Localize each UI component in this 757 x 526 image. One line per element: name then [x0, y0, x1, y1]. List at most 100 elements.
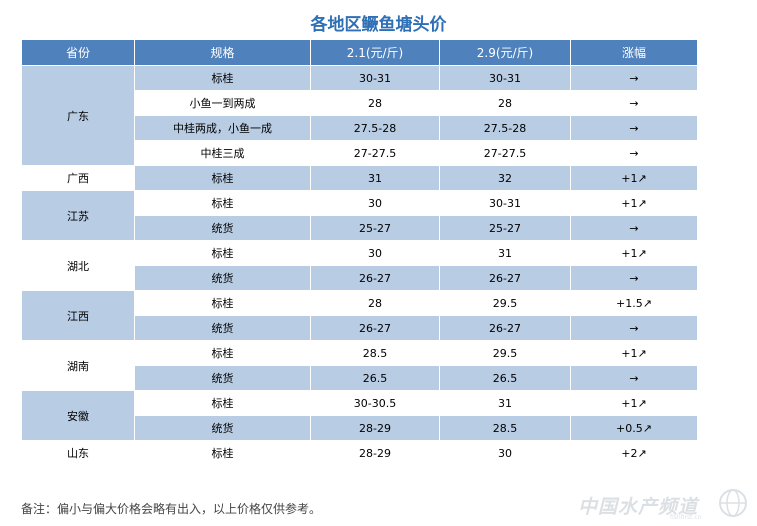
footnote: 备注：偏小与偏大价格会略有出入，以上价格仅供参考。	[21, 502, 322, 516]
price-feb9-cell: 32	[439, 165, 571, 191]
header-province: 省份	[21, 39, 135, 66]
spec-cell: 统货	[134, 215, 311, 241]
price-feb9-cell: 30-31	[439, 190, 571, 216]
price-feb9-cell: 29.5	[439, 340, 571, 366]
price-feb1-cell: 27.5-28	[310, 115, 440, 141]
watermark-logo: 中国水产频道 fishfirst.cn	[578, 488, 750, 522]
change-cell: +1↗	[570, 165, 698, 191]
spec-cell: 小鱼一到两成	[134, 90, 311, 116]
table-header-row: 省份 规格 2.1(元/斤) 2.9(元/斤) 涨幅	[21, 39, 698, 66]
header-spec: 规格	[134, 39, 311, 66]
change-cell: +2↗	[570, 440, 698, 466]
price-feb1-cell: 28	[310, 290, 440, 316]
price-feb9-cell: 30	[439, 440, 571, 466]
change-cell: →	[570, 65, 698, 91]
spec-cell: 统货	[134, 415, 311, 441]
table-row: 统货 26-27 26-27 →	[22, 265, 698, 291]
table-body: 广东 标桂 30-31 30-31 → 小鱼一到两成 28 28 → 中桂两成，小鱼一成 27.5-…	[21, 65, 698, 466]
spec-cell: 标桂	[134, 240, 311, 266]
spec-cell: 中桂三成	[134, 140, 311, 166]
spec-cell: 统货	[134, 265, 311, 291]
table-row: 统货 26.5 26.5 →	[22, 365, 698, 391]
header-change: 涨幅	[570, 39, 698, 66]
price-feb9-cell: 26.5	[439, 365, 571, 391]
table-row: 中桂两成，小鱼一成 27.5-28 27.5-28 →	[22, 115, 698, 141]
spec-cell: 统货	[134, 315, 311, 341]
change-cell: →	[570, 90, 698, 116]
price-feb9-cell: 31	[439, 390, 571, 416]
globe-icon	[719, 489, 747, 517]
table-row: 江苏 标桂 30 30-31 +1↗	[21, 190, 698, 241]
spec-cell: 标桂	[134, 440, 311, 466]
table-row: 统货 28-29 28.5 +0.5↗	[22, 415, 698, 441]
watermark-text: 中国水产频道	[578, 496, 699, 518]
change-cell: +1.5↗	[570, 290, 698, 316]
price-feb1-cell: 26.5	[310, 365, 440, 391]
province-cell: 湖南	[21, 340, 135, 391]
province-cell: 湖北	[21, 240, 135, 291]
change-cell: +1↗	[570, 240, 698, 266]
header-price-feb9: 2.9(元/斤)	[439, 39, 571, 66]
price-feb9-cell: 28.5	[439, 415, 571, 441]
spec-cell: 中桂两成，小鱼一成	[134, 115, 311, 141]
price-feb1-cell: 27-27.5	[310, 140, 440, 166]
change-cell: +0.5↗	[570, 415, 698, 441]
change-cell: →	[570, 365, 698, 391]
price-feb9-cell: 27-27.5	[439, 140, 571, 166]
price-feb9-cell: 27.5-28	[439, 115, 571, 141]
table-row: 山东 标桂 28-29 30 +2↗	[21, 440, 698, 466]
spec-cell: 标桂	[134, 340, 311, 366]
change-cell: →	[570, 265, 698, 291]
change-cell: +1↗	[570, 340, 698, 366]
price-feb9-cell: 29.5	[439, 290, 571, 316]
change-cell: →	[570, 315, 698, 341]
spec-cell: 统货	[134, 365, 311, 391]
change-cell: →	[570, 215, 698, 241]
price-feb1-cell: 28-29	[310, 440, 440, 466]
spec-cell: 标桂	[134, 190, 311, 216]
province-cell: 江西	[21, 290, 135, 341]
price-feb9-cell: 25-27	[439, 215, 571, 241]
table-row: 安徽 标桂 30-30.5 31 +1↗	[21, 390, 698, 441]
watermark-url: fishfirst.cn	[670, 514, 702, 521]
table-row: 湖北 标桂 30 31 +1↗	[21, 240, 698, 291]
price-feb1-cell: 28.5	[310, 340, 440, 366]
table-row: 广东 标桂 30-31 30-31 →	[21, 65, 698, 166]
table-row: 统货 26-27 26-27 →	[22, 315, 698, 341]
change-cell: +1↗	[570, 390, 698, 416]
price-table: 省份 规格 2.1(元/斤) 2.9(元/斤) 涨幅 广东 标桂 30-31 30-3…	[21, 39, 698, 466]
province-cell: 广西	[21, 165, 135, 191]
change-cell: +1↗	[570, 190, 698, 216]
spec-cell: 标桂	[134, 65, 311, 91]
province-cell: 安徽	[21, 390, 135, 441]
price-feb9-cell: 30-31	[439, 65, 571, 91]
price-feb1-cell: 30	[310, 240, 440, 266]
price-feb1-cell: 28-29	[310, 415, 440, 441]
price-feb9-cell: 31	[439, 240, 571, 266]
table-row: 统货 25-27 25-27 →	[22, 215, 698, 241]
price-feb1-cell: 25-27	[310, 215, 440, 241]
price-feb1-cell: 26-27	[310, 315, 440, 341]
price-feb1-cell: 30	[310, 190, 440, 216]
price-feb1-cell: 31	[310, 165, 440, 191]
table-row: 广西 标桂 31 32 +1↗	[21, 165, 698, 191]
table-row: 中桂三成 27-27.5 27-27.5 →	[22, 140, 698, 166]
page-title: 各地区鳜鱼塘头价	[310, 15, 447, 35]
change-cell: →	[570, 140, 698, 166]
spec-cell: 标桂	[134, 165, 311, 191]
price-feb9-cell: 28	[439, 90, 571, 116]
spec-cell: 标桂	[134, 390, 311, 416]
price-feb9-cell: 26-27	[439, 315, 571, 341]
table-row: 江西 标桂 28 29.5 +1.5↗	[21, 290, 698, 341]
price-feb1-cell: 30-31	[310, 65, 440, 91]
table-row: 小鱼一到两成 28 28 →	[22, 90, 698, 116]
price-feb9-cell: 26-27	[439, 265, 571, 291]
price-feb1-cell: 28	[310, 90, 440, 116]
price-feb1-cell: 30-30.5	[310, 390, 440, 416]
header-price-feb1: 2.1(元/斤)	[310, 39, 440, 66]
spec-cell: 标桂	[134, 290, 311, 316]
province-cell: 广东	[21, 65, 135, 166]
table-row: 湖南 标桂 28.5 29.5 +1↗	[21, 340, 698, 391]
province-cell: 山东	[21, 440, 135, 466]
change-cell: →	[570, 115, 698, 141]
